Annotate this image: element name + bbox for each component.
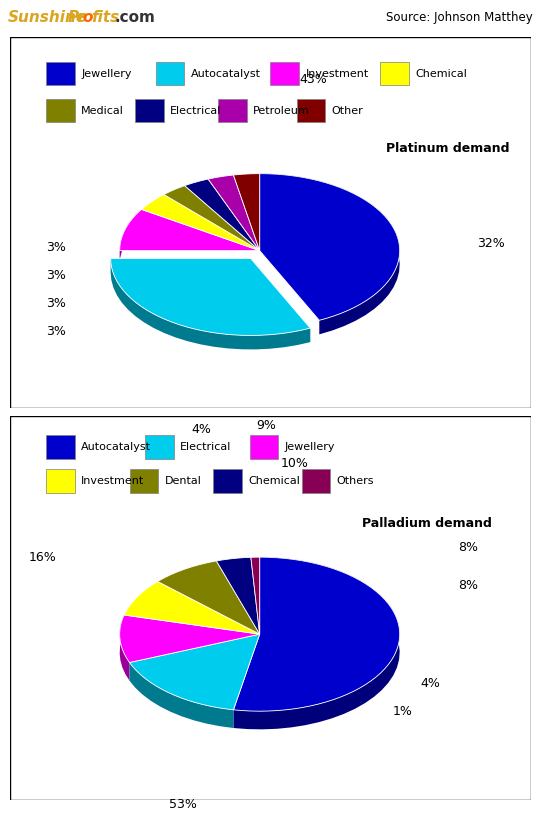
Text: 3%: 3%	[47, 242, 67, 255]
Bar	[135, 100, 163, 122]
Bar	[46, 62, 75, 86]
Text: 53%: 53%	[169, 799, 196, 811]
Text: Medical: Medical	[81, 106, 124, 116]
Bar	[296, 100, 325, 122]
Text: 9%: 9%	[257, 419, 276, 432]
Bar	[46, 100, 75, 122]
Bar	[46, 435, 75, 459]
Text: Petroleum: Petroleum	[253, 106, 310, 116]
Bar	[130, 469, 159, 493]
Bar	[46, 469, 75, 493]
Text: Palladium demand: Palladium demand	[362, 517, 492, 530]
Polygon shape	[120, 210, 141, 264]
Text: Chemical: Chemical	[248, 477, 300, 486]
Text: .com: .com	[114, 10, 155, 24]
Polygon shape	[216, 557, 260, 634]
Text: 3%: 3%	[47, 269, 67, 282]
Text: Others: Others	[337, 477, 374, 486]
Bar	[213, 469, 242, 493]
Text: Investment: Investment	[81, 477, 144, 486]
Bar	[156, 62, 184, 86]
Text: 3%: 3%	[47, 326, 67, 339]
Polygon shape	[251, 557, 260, 634]
Polygon shape	[157, 561, 260, 634]
Text: Electrical: Electrical	[180, 441, 232, 452]
Polygon shape	[208, 175, 260, 251]
Polygon shape	[234, 174, 260, 251]
Polygon shape	[184, 179, 260, 251]
Text: Investment: Investment	[306, 69, 369, 79]
Text: 4%: 4%	[421, 676, 440, 690]
Text: 8%: 8%	[459, 541, 478, 554]
Text: 32%: 32%	[477, 237, 504, 251]
Bar	[302, 469, 331, 493]
Polygon shape	[120, 615, 129, 681]
Text: 3%: 3%	[47, 297, 67, 310]
Text: Dental: Dental	[164, 477, 201, 486]
Text: 4%: 4%	[191, 424, 211, 437]
Polygon shape	[164, 185, 260, 251]
Text: 43%: 43%	[299, 73, 327, 86]
Polygon shape	[124, 582, 260, 634]
Text: 10%: 10%	[281, 457, 308, 470]
Polygon shape	[141, 194, 260, 251]
Text: Jewellery: Jewellery	[81, 69, 131, 79]
Text: fits: fits	[91, 10, 119, 24]
Polygon shape	[111, 259, 311, 335]
Text: o: o	[82, 10, 93, 24]
Text: Jewellery: Jewellery	[285, 441, 335, 452]
Polygon shape	[129, 663, 234, 728]
Text: Platinum demand: Platinum demand	[386, 142, 510, 154]
Text: Electrical: Electrical	[170, 106, 221, 116]
Text: Other: Other	[332, 106, 363, 116]
Polygon shape	[120, 210, 260, 251]
Bar	[146, 435, 174, 459]
Text: 16%: 16%	[29, 551, 57, 564]
Polygon shape	[234, 557, 400, 712]
Text: Autocatalyst: Autocatalyst	[81, 441, 151, 452]
Polygon shape	[260, 174, 400, 321]
Text: Sunshine: Sunshine	[8, 10, 87, 24]
Text: Autocatalyst: Autocatalyst	[191, 69, 261, 79]
Bar	[380, 62, 408, 86]
Polygon shape	[111, 259, 311, 349]
Polygon shape	[120, 615, 260, 663]
Bar	[219, 100, 247, 122]
Polygon shape	[234, 557, 400, 730]
Text: Pr: Pr	[68, 10, 86, 24]
Text: 8%: 8%	[459, 579, 478, 592]
Polygon shape	[129, 634, 260, 710]
Bar	[270, 62, 299, 86]
Polygon shape	[260, 174, 400, 335]
Text: 1%: 1%	[393, 705, 413, 718]
Text: Source: Johnson Matthey: Source: Johnson Matthey	[386, 11, 533, 24]
Bar	[249, 435, 278, 459]
Text: Chemical: Chemical	[415, 69, 467, 79]
